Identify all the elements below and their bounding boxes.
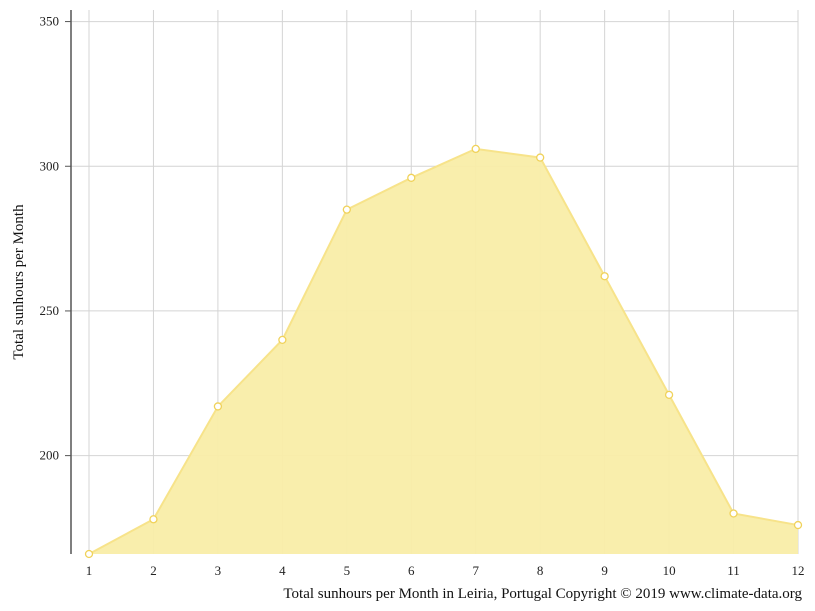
data-point-month-11 [729, 509, 738, 518]
data-points [84, 144, 803, 559]
data-point-month-10 [664, 390, 674, 400]
chart-caption: Total sunhours per Month in Leiria, Port… [283, 586, 802, 602]
data-point-month-3 [213, 402, 223, 411]
y-tick-label: 250 [40, 303, 60, 318]
data-point-month-4 [278, 335, 287, 345]
x-tick-label: 8 [537, 563, 544, 578]
data-point-month-2 [149, 515, 158, 524]
x-tick-label: 5 [344, 563, 351, 578]
x-tick-label: 4 [279, 563, 286, 578]
sunhours-line [88, 147, 799, 555]
data-point-month-6 [407, 173, 416, 182]
x-tick-label: 2 [150, 563, 157, 578]
x-ticks: 1 2 3 4 5 6 7 8 9 10 11 12 [86, 563, 805, 578]
x-tick-label: 7 [472, 563, 479, 578]
y-ticks: 200 250 300 350 [40, 14, 71, 463]
y-tick-label: 300 [40, 158, 60, 173]
x-tick-label: 10 [663, 563, 676, 578]
y-tick-label: 350 [40, 14, 60, 29]
data-point-month-5 [342, 205, 351, 214]
x-tick-label: 6 [408, 563, 415, 578]
data-point-month-9 [600, 272, 609, 281]
data-point-month-8 [536, 153, 545, 162]
x-tick-label: 11 [727, 563, 740, 578]
x-tick-label: 9 [601, 563, 608, 578]
sunhours-area [89, 148, 798, 554]
y-axis-title: Total sunhours per Month [11, 204, 27, 360]
data-point-month-12 [793, 520, 803, 530]
x-tick-label: 3 [215, 563, 222, 578]
x-tick-label: 12 [792, 563, 805, 578]
data-point-month-7 [471, 144, 480, 154]
y-tick-label: 200 [40, 448, 60, 463]
data-point-month-1 [84, 549, 94, 559]
x-tick-label: 1 [86, 563, 93, 578]
